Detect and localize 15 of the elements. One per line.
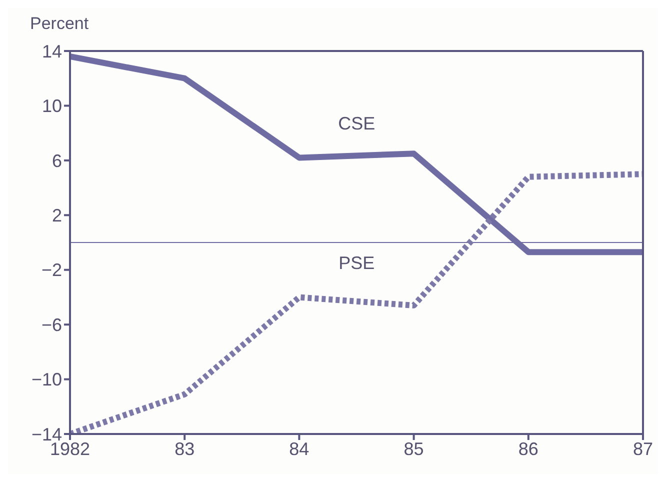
y-tick-label: −6	[41, 314, 62, 335]
y-tick-label: 14	[42, 41, 62, 62]
x-tick-label: 86	[518, 438, 538, 459]
y-tick-label: 2	[52, 206, 62, 226]
y-tick-label: −2	[41, 260, 62, 280]
x-tick-label: 85	[404, 438, 424, 459]
x-tick-label: 87	[632, 438, 654, 459]
y-tick-label: 10	[42, 96, 62, 116]
x-tick-label: 83	[174, 438, 195, 459]
y-tick-label: −10	[31, 370, 62, 390]
series-label: CSE	[338, 114, 376, 134]
y-tick-label: 6	[52, 150, 62, 171]
y-axis-title: Percent	[30, 14, 89, 34]
series-label: PSE	[338, 253, 375, 274]
x-tick-label: 84	[289, 438, 310, 459]
